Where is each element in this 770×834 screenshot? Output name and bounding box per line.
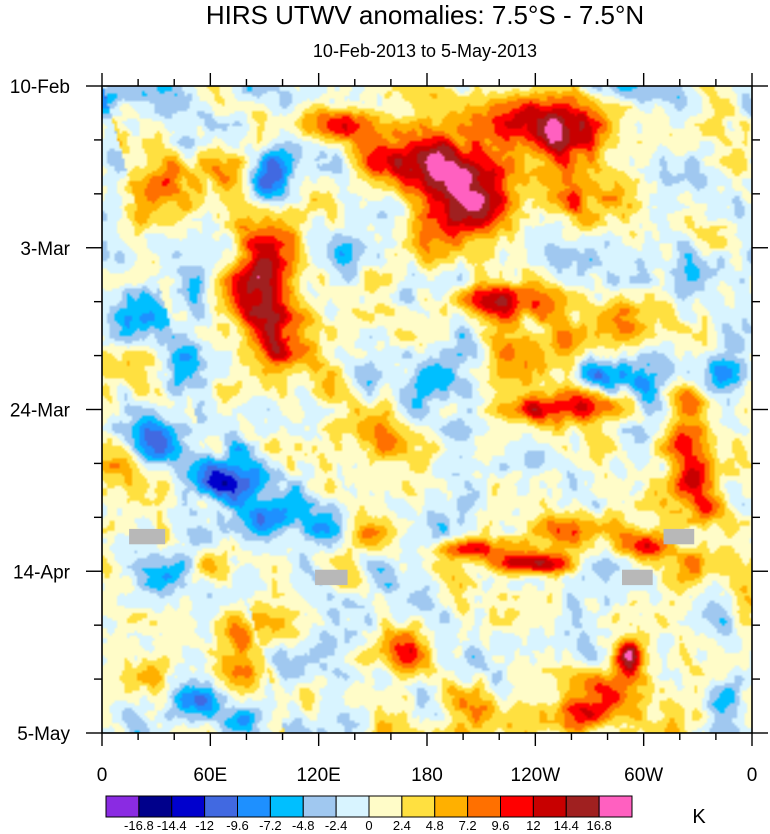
- x-tick-label: 0: [747, 765, 758, 786]
- colorbar-level-label: 14.4: [554, 818, 579, 833]
- anomaly-field-image: [102, 86, 752, 733]
- missing-data-patch: [622, 569, 653, 586]
- y-tick-label: 3-Mar: [20, 239, 70, 260]
- missing-data-layer: [129, 528, 695, 586]
- colorbar-level-label: 16.8: [586, 818, 611, 833]
- x-tick-label: 120W: [511, 765, 561, 786]
- x-tick-label: 180: [411, 765, 443, 786]
- y-tick-label: 10-Feb: [10, 77, 70, 98]
- colorbar-level-label: -16.8: [124, 818, 154, 833]
- colorbar-swatch: [335, 795, 370, 818]
- y-tick-label: 14-Apr: [13, 562, 71, 583]
- colorbar: -16.8 -14.4 -12 -9.6 -7.2 -4.8 -2.4 0 2.4 4.8 7.2 9…: [105, 795, 633, 833]
- colorbar-swatch: [204, 795, 238, 818]
- colorbar-swatch: [401, 795, 436, 818]
- colorbar-swatch: [565, 795, 600, 818]
- colorbar-swatch: [598, 795, 633, 818]
- colorbar-level-label: -4.8: [292, 818, 314, 833]
- colorbar-swatch: [532, 795, 567, 818]
- missing-data-patch: [663, 528, 695, 545]
- missing-data-patch: [315, 569, 348, 586]
- y-axis: 10-Feb 3-Mar 24-Mar 14-Apr 5-May: [10, 77, 768, 745]
- colorbar-swatch: [434, 795, 469, 818]
- colorbar-swatch: [302, 795, 337, 818]
- colorbar-level-label: -14.4: [157, 818, 187, 833]
- colorbar-level-label: -9.6: [226, 818, 248, 833]
- x-axis: 0 60E 120E 180 120W 60W 0: [97, 73, 758, 786]
- colorbar-level-label: -12: [195, 818, 214, 833]
- colorbar-level-label: -7.2: [259, 818, 281, 833]
- colorbar-level-label: -2.4: [325, 818, 347, 833]
- colorbar-level-label: 0: [365, 818, 372, 833]
- colorbar-level-label: 4.8: [426, 818, 444, 833]
- colorbar-swatch: [237, 795, 271, 818]
- colorbar-swatch: [171, 795, 206, 818]
- colorbar-level-label: 12: [526, 818, 540, 833]
- chart-subtitle: 10-Feb-2013 to 5-May-2013: [313, 41, 537, 61]
- x-tick-label: 60W: [624, 765, 663, 786]
- colorbar-swatch: [105, 795, 140, 818]
- colorbar-swatch: [467, 795, 501, 818]
- colorbar-swatch: [269, 795, 304, 818]
- missing-data-patch: [129, 528, 166, 545]
- x-tick-label: 120E: [296, 765, 340, 786]
- y-tick-label: 24-Mar: [10, 401, 71, 422]
- plot-area: [101, 85, 753, 734]
- x-tick-label: 60E: [193, 765, 227, 786]
- x-tick-label: 0: [97, 765, 108, 786]
- colorbar-swatch: [500, 795, 534, 818]
- colorbar-level-label: 7.2: [459, 818, 477, 833]
- chart-title: HIRS UTWV anomalies: 7.5°S - 7.5°N: [206, 0, 644, 30]
- colorbar-level-label: 9.6: [491, 818, 509, 833]
- colorbar-swatch: [138, 795, 173, 818]
- colorbar-unit-label: K: [692, 806, 706, 828]
- colorbar-swatch: [368, 795, 403, 818]
- colorbar-level-label: 2.4: [393, 818, 411, 833]
- y-tick-label: 5-May: [17, 724, 70, 745]
